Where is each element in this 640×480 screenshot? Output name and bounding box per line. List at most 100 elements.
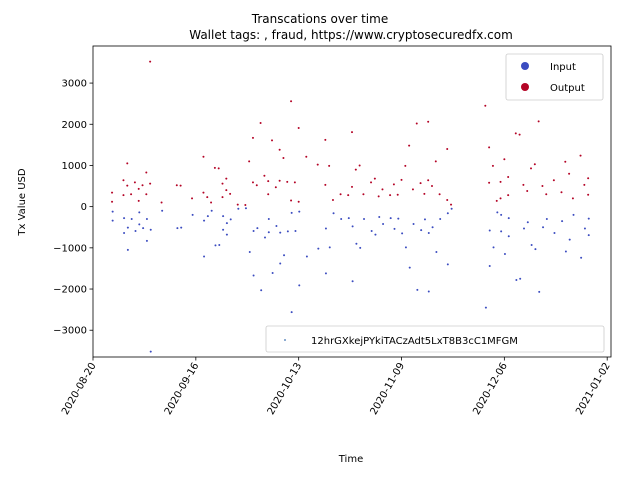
output-point <box>495 199 498 202</box>
input-point <box>252 274 255 277</box>
input-point <box>237 207 240 210</box>
output-point <box>248 160 251 163</box>
input-point <box>382 222 385 225</box>
input-point <box>427 232 430 235</box>
chart-title: Transcations over time <box>251 12 388 26</box>
output-point <box>244 204 247 207</box>
input-point <box>519 277 522 280</box>
legend-output-marker <box>521 83 529 91</box>
input-point <box>225 233 228 236</box>
input-point <box>244 207 247 210</box>
output-point <box>552 179 555 182</box>
input-point <box>500 230 503 233</box>
y-tick-label: −1000 <box>53 243 87 254</box>
input-point <box>145 218 148 221</box>
output-point <box>537 120 540 123</box>
x-tick-label: 2020-08-20 <box>60 361 99 417</box>
input-point <box>203 219 206 222</box>
output-point <box>503 158 506 161</box>
output-point <box>225 177 228 180</box>
input-point <box>222 215 225 218</box>
output-point <box>499 180 502 183</box>
input-point <box>389 217 392 220</box>
output-point <box>286 180 289 183</box>
input-point <box>500 213 503 216</box>
input-point <box>294 229 297 232</box>
input-point <box>408 266 411 269</box>
input-point <box>252 229 255 232</box>
output-point <box>130 193 133 196</box>
output-point <box>290 199 293 202</box>
output-point <box>347 194 350 197</box>
input-point <box>572 213 575 216</box>
input-point <box>203 255 206 258</box>
output-point <box>446 199 449 202</box>
output-point <box>191 197 194 200</box>
input-point <box>351 280 354 283</box>
input-point <box>218 243 221 246</box>
output-point <box>160 201 163 204</box>
output-point <box>430 185 433 188</box>
input-point <box>332 212 335 215</box>
output-point <box>202 155 205 158</box>
output-point <box>351 131 353 134</box>
output-point <box>251 136 254 139</box>
output-point <box>202 191 205 194</box>
output-point <box>400 178 403 181</box>
input-point <box>397 217 400 220</box>
plot-frame <box>92 45 612 358</box>
output-point <box>305 155 308 158</box>
output-point <box>579 154 582 157</box>
output-point <box>396 193 399 196</box>
input-point <box>298 284 301 287</box>
input-point <box>431 226 434 229</box>
input-point <box>126 226 129 229</box>
output-point <box>587 193 590 196</box>
output-point <box>145 171 148 174</box>
points-layer <box>111 60 590 353</box>
input-point <box>191 213 194 216</box>
output-point <box>522 183 525 186</box>
output-point <box>373 177 376 180</box>
output-point <box>518 133 521 136</box>
input-point <box>138 223 141 226</box>
output-point <box>126 184 129 187</box>
input-point <box>522 227 525 230</box>
input-point <box>446 263 449 266</box>
input-point <box>401 232 404 235</box>
output-point <box>411 188 414 191</box>
input-point <box>507 235 510 238</box>
input-point <box>138 211 141 214</box>
x-axis-label: Time <box>338 454 363 465</box>
output-point <box>267 193 270 196</box>
output-point <box>488 181 491 184</box>
y-tick-label: 3000 <box>62 79 87 90</box>
legend-wallet: 12hrGXkejPYkiTACzAdt5LxT8B3cC1MFGM <box>265 325 605 353</box>
output-point <box>206 196 209 199</box>
chart-subtitle: Wallet tags: , fraud, https://www.crypto… <box>189 28 513 42</box>
input-point <box>317 247 320 250</box>
input-point <box>149 350 152 353</box>
input-point <box>534 248 537 251</box>
x-tick-label: 2020-10-13 <box>266 361 305 417</box>
input-point <box>492 246 495 249</box>
output-point <box>126 162 129 165</box>
y-tick-label: 0 <box>81 202 87 213</box>
legend-wallet-frame <box>265 325 605 353</box>
input-point <box>355 242 358 245</box>
output-point <box>282 157 285 160</box>
input-point <box>324 227 327 230</box>
output-point <box>419 182 422 185</box>
y-tick-label: 1000 <box>62 161 87 172</box>
output-point <box>450 203 453 206</box>
output-point <box>354 168 357 171</box>
output-point <box>545 193 548 196</box>
output-point <box>324 183 327 186</box>
output-point <box>293 181 296 184</box>
input-point <box>123 232 126 235</box>
input-point <box>214 244 217 247</box>
input-point <box>580 256 583 259</box>
output-point <box>358 164 361 167</box>
input-point <box>416 288 419 291</box>
output-point <box>541 185 544 188</box>
